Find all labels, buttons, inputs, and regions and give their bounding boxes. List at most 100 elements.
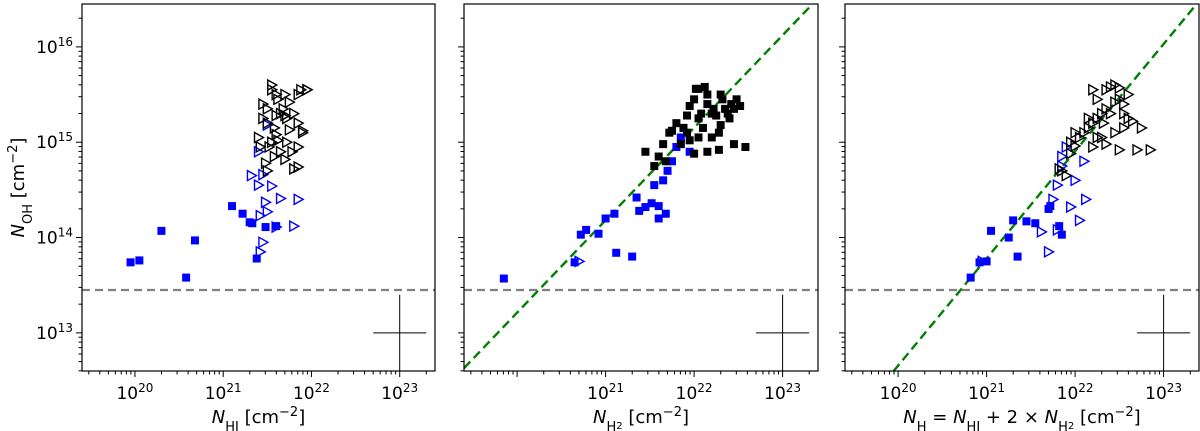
black-limits-point: [258, 112, 270, 125]
black-limits-point: [293, 88, 305, 101]
x-tick-label: 1022: [293, 381, 330, 404]
detections-point: [248, 219, 257, 228]
black-limits-point: [1119, 107, 1131, 120]
blue-detections-point: [612, 248, 621, 257]
black-limits-point: [269, 121, 281, 135]
black-limits-point: [302, 83, 314, 96]
x-tick-label: 1021: [587, 381, 624, 404]
black-detections-point: [683, 111, 692, 120]
black-limits-point: [1083, 112, 1095, 125]
blue-detections-point: [659, 176, 668, 185]
black-detections-point: [694, 114, 703, 123]
blue-detections-point: [582, 225, 591, 234]
black-limits-point: [1123, 88, 1135, 101]
black-limits-point: [273, 134, 285, 147]
blue-limits-point: [1081, 193, 1093, 206]
blue-limits-point: [293, 193, 305, 206]
black-limits-point: [260, 157, 273, 170]
blue-detections-point: [499, 274, 508, 283]
black-limits-point: [297, 126, 310, 139]
black-limits-point: [253, 131, 265, 144]
x-tick-label: 1023: [381, 381, 418, 404]
blue-limits-point: [574, 255, 586, 268]
blue-detections-point: [1013, 252, 1022, 261]
blue-limits-point: [267, 179, 279, 193]
x-tick-label: 1022: [1057, 381, 1094, 404]
x-tick-label: 1021: [968, 381, 1005, 404]
blue-limits-point: [1070, 174, 1082, 187]
blue-limits-point: [1052, 178, 1064, 192]
black-limits-point: [293, 140, 305, 154]
blue-limits-point: [275, 192, 288, 205]
blue-detections-point: [635, 206, 644, 215]
black-detections-point: [723, 109, 732, 118]
black-detections-point: [659, 140, 668, 149]
black-limits-point: [1119, 97, 1131, 111]
blue-detections-point: [1009, 216, 1018, 225]
detections-point: [252, 254, 261, 263]
blue-limits-point: [260, 196, 273, 209]
blue-detections-point: [966, 273, 975, 282]
black-limits-point: [280, 153, 292, 166]
black-limits-point: [1098, 116, 1110, 130]
black-detections-point: [676, 140, 685, 149]
panel-hi: 1020 1021 1022 1023 1013 1014 1015 1016 NOH [cm−…: [6, 3, 436, 431]
blue-limits-point: [271, 220, 283, 234]
black-detections-point: [679, 123, 688, 132]
blue-limits-point: [1057, 150, 1069, 163]
blue-detections-point: [647, 199, 656, 208]
black-detections-point: [703, 147, 712, 156]
blue-detections-point: [601, 214, 610, 223]
blue-detections-point: [663, 166, 672, 175]
blue-detections-point: [650, 181, 659, 190]
blue-limits-point: [1065, 200, 1078, 214]
black-limits-point: [262, 102, 274, 116]
blue-detections-point: [1031, 219, 1040, 228]
blue-detections-point: [987, 226, 996, 235]
blue-limits-point: [258, 236, 270, 249]
black-detections-point: [641, 147, 650, 156]
black-limits-point: [296, 83, 308, 96]
black-limits-point: [271, 88, 283, 101]
blue-limits-point: [246, 169, 258, 182]
black-detections-point: [683, 128, 692, 137]
detections-point: [182, 273, 191, 282]
blue-detections-point: [654, 214, 663, 223]
blue-detections-point: [672, 142, 681, 151]
black-detections-point: [703, 100, 712, 109]
y-tick-label: 1016: [36, 35, 73, 58]
x-axis-label: NH2 [cm−2]: [593, 405, 689, 431]
x-tick-label: 1020: [880, 381, 917, 404]
blue-detections-point: [1055, 222, 1064, 231]
blue-detections-point: [610, 209, 619, 218]
detections-point: [157, 226, 166, 235]
black-detections-point: [729, 104, 738, 113]
x-axis-label: NHI [cm−2]: [212, 405, 305, 431]
black-limits-point: [284, 95, 296, 109]
black-detections-point: [654, 152, 663, 161]
blue-limits-point: [977, 255, 989, 268]
black-limits-point: [1110, 78, 1122, 92]
black-detections-point: [685, 101, 694, 110]
black-limits-point: [284, 123, 296, 137]
black-detections-point: [741, 142, 750, 151]
plot-area: [464, 4, 818, 371]
black-limits-point: [1105, 107, 1117, 120]
black-detections-point: [694, 133, 703, 142]
detections-point: [126, 258, 135, 267]
x-tick-label: 1022: [676, 381, 713, 404]
black-limits-point: [1096, 131, 1109, 144]
black-limits-point: [1132, 143, 1144, 157]
y-tick-label: 1015: [36, 130, 73, 153]
black-detections-point: [667, 126, 676, 135]
black-limits-point: [1145, 143, 1157, 157]
blue-limits-point: [1074, 214, 1086, 227]
black-detections-point: [694, 84, 703, 93]
black-detections-point: [709, 104, 718, 113]
black-limits-point: [1136, 121, 1148, 135]
black-detections-point: [714, 145, 723, 154]
black-limits-point: [1065, 136, 1078, 149]
blue-limits-point: [289, 219, 301, 233]
axes-frame: [844, 3, 1200, 372]
black-limits-point: [282, 136, 294, 149]
